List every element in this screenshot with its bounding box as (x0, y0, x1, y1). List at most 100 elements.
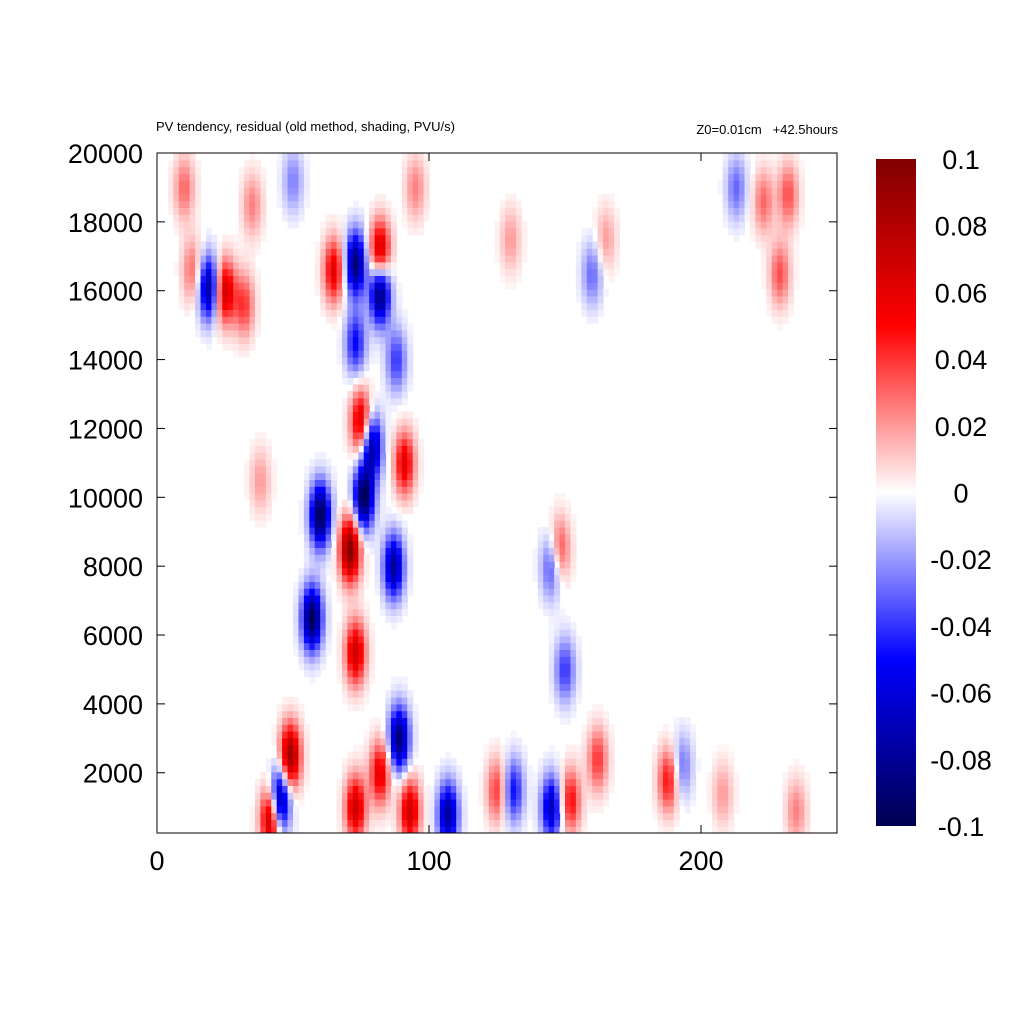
heatmap-cell (238, 193, 245, 202)
heatmap-cell (390, 391, 397, 399)
heatmap-cell (352, 622, 359, 630)
heatmap-cell (565, 581, 572, 589)
heatmap-cell (314, 540, 321, 548)
heatmap-cell (782, 166, 789, 174)
heatmap-cell (559, 765, 566, 773)
heatmap-cell (401, 812, 408, 820)
heatmap-cell (341, 329, 348, 338)
heatmap-cell (238, 255, 245, 263)
heatmap-cell (195, 329, 202, 338)
heatmap-cell (575, 805, 582, 814)
heatmap-cell (380, 799, 387, 807)
heatmap-cell (282, 744, 289, 752)
heatmap-cell (347, 493, 354, 501)
heatmap-cell (178, 159, 185, 168)
y-tick-label: 2000 (83, 759, 143, 789)
heatmap-cell (363, 302, 370, 310)
heatmap-cell (260, 459, 267, 467)
heatmap-cell (358, 493, 365, 501)
heatmap-cell (733, 778, 740, 786)
heatmap-cell (222, 255, 229, 263)
heatmap-cell (293, 180, 300, 188)
heatmap-cell (396, 608, 403, 616)
heatmap-cell (184, 255, 191, 263)
heatmap-cell (396, 771, 403, 780)
heatmap-cell (401, 452, 408, 460)
heatmap-cell (798, 771, 805, 780)
heatmap-cell (320, 241, 327, 249)
heatmap-cell (570, 554, 577, 562)
heatmap-cell (407, 588, 414, 596)
heatmap-cell (690, 771, 697, 780)
heatmap-cell (374, 336, 381, 344)
heatmap-cell (603, 289, 610, 297)
heatmap-cell (559, 533, 566, 542)
heatmap-cell (548, 778, 555, 786)
heatmap-cell (597, 221, 604, 229)
heatmap-cell (331, 493, 338, 501)
heatmap-cell (369, 629, 376, 637)
heatmap-cell (407, 567, 414, 576)
heatmap-cell (336, 676, 343, 684)
heatmap-cell (293, 595, 300, 603)
heatmap-cell (380, 282, 387, 290)
heatmap-cell (358, 778, 365, 786)
heatmap-cell (537, 765, 544, 773)
heatmap-cell (347, 268, 354, 276)
heatmap-cell (565, 635, 572, 644)
heatmap-cell (331, 465, 338, 474)
heatmap-cell (793, 785, 800, 793)
heatmap-cell (254, 452, 261, 460)
heatmap-cell (265, 792, 272, 800)
heatmap-cell (565, 785, 572, 793)
heatmap-cell (380, 384, 387, 392)
heatmap-cell (374, 744, 381, 752)
heatmap-cell (570, 567, 577, 576)
heatmap-cell (488, 826, 495, 833)
heatmap-cell (352, 472, 359, 480)
heatmap-cell (597, 771, 604, 780)
heatmap-cell (336, 622, 343, 630)
heatmap-cell (216, 268, 223, 276)
heatmap-cell (320, 452, 327, 460)
heatmap-cell (260, 472, 267, 480)
heatmap-cell (314, 527, 321, 535)
heatmap-cell (749, 200, 756, 208)
heatmap-cell (793, 765, 800, 773)
heatmap-cell (352, 329, 359, 338)
heatmap-cell (211, 268, 218, 276)
heatmap-cell (728, 207, 735, 215)
heatmap-cell (679, 765, 686, 773)
heatmap-cell (298, 724, 305, 732)
heatmap-cell (352, 669, 359, 678)
heatmap-cell (205, 336, 212, 344)
heatmap-cell (788, 153, 795, 161)
heatmap-cell (216, 316, 223, 324)
heatmap-cell (298, 792, 305, 800)
heatmap-cell (793, 282, 800, 290)
heatmap-cell (320, 506, 327, 514)
heatmap-cell (717, 826, 724, 833)
heatmap-cell (559, 805, 566, 814)
heatmap-cell (178, 268, 185, 276)
heatmap-cell (309, 588, 316, 596)
heatmap-cell (341, 377, 348, 385)
heatmap-cell (380, 771, 387, 780)
heatmap-cell (554, 710, 561, 718)
heatmap-cell (586, 261, 593, 270)
heatmap-cell (254, 200, 261, 208)
heatmap-cell (418, 173, 425, 181)
heatmap-cell (238, 180, 245, 188)
heatmap-cell (380, 744, 387, 752)
heatmap-cell (483, 771, 490, 780)
heatmap-cell (320, 289, 327, 297)
heatmap-cell (565, 656, 572, 664)
heatmap-cell (603, 758, 610, 766)
heatmap-cell (309, 506, 316, 514)
heatmap-cell (358, 479, 365, 487)
heatmap-cell (227, 255, 234, 263)
heatmap-cell (793, 227, 800, 236)
heatmap-cell (287, 214, 294, 222)
heatmap-cell (554, 513, 561, 521)
heatmap-cell (510, 193, 517, 202)
